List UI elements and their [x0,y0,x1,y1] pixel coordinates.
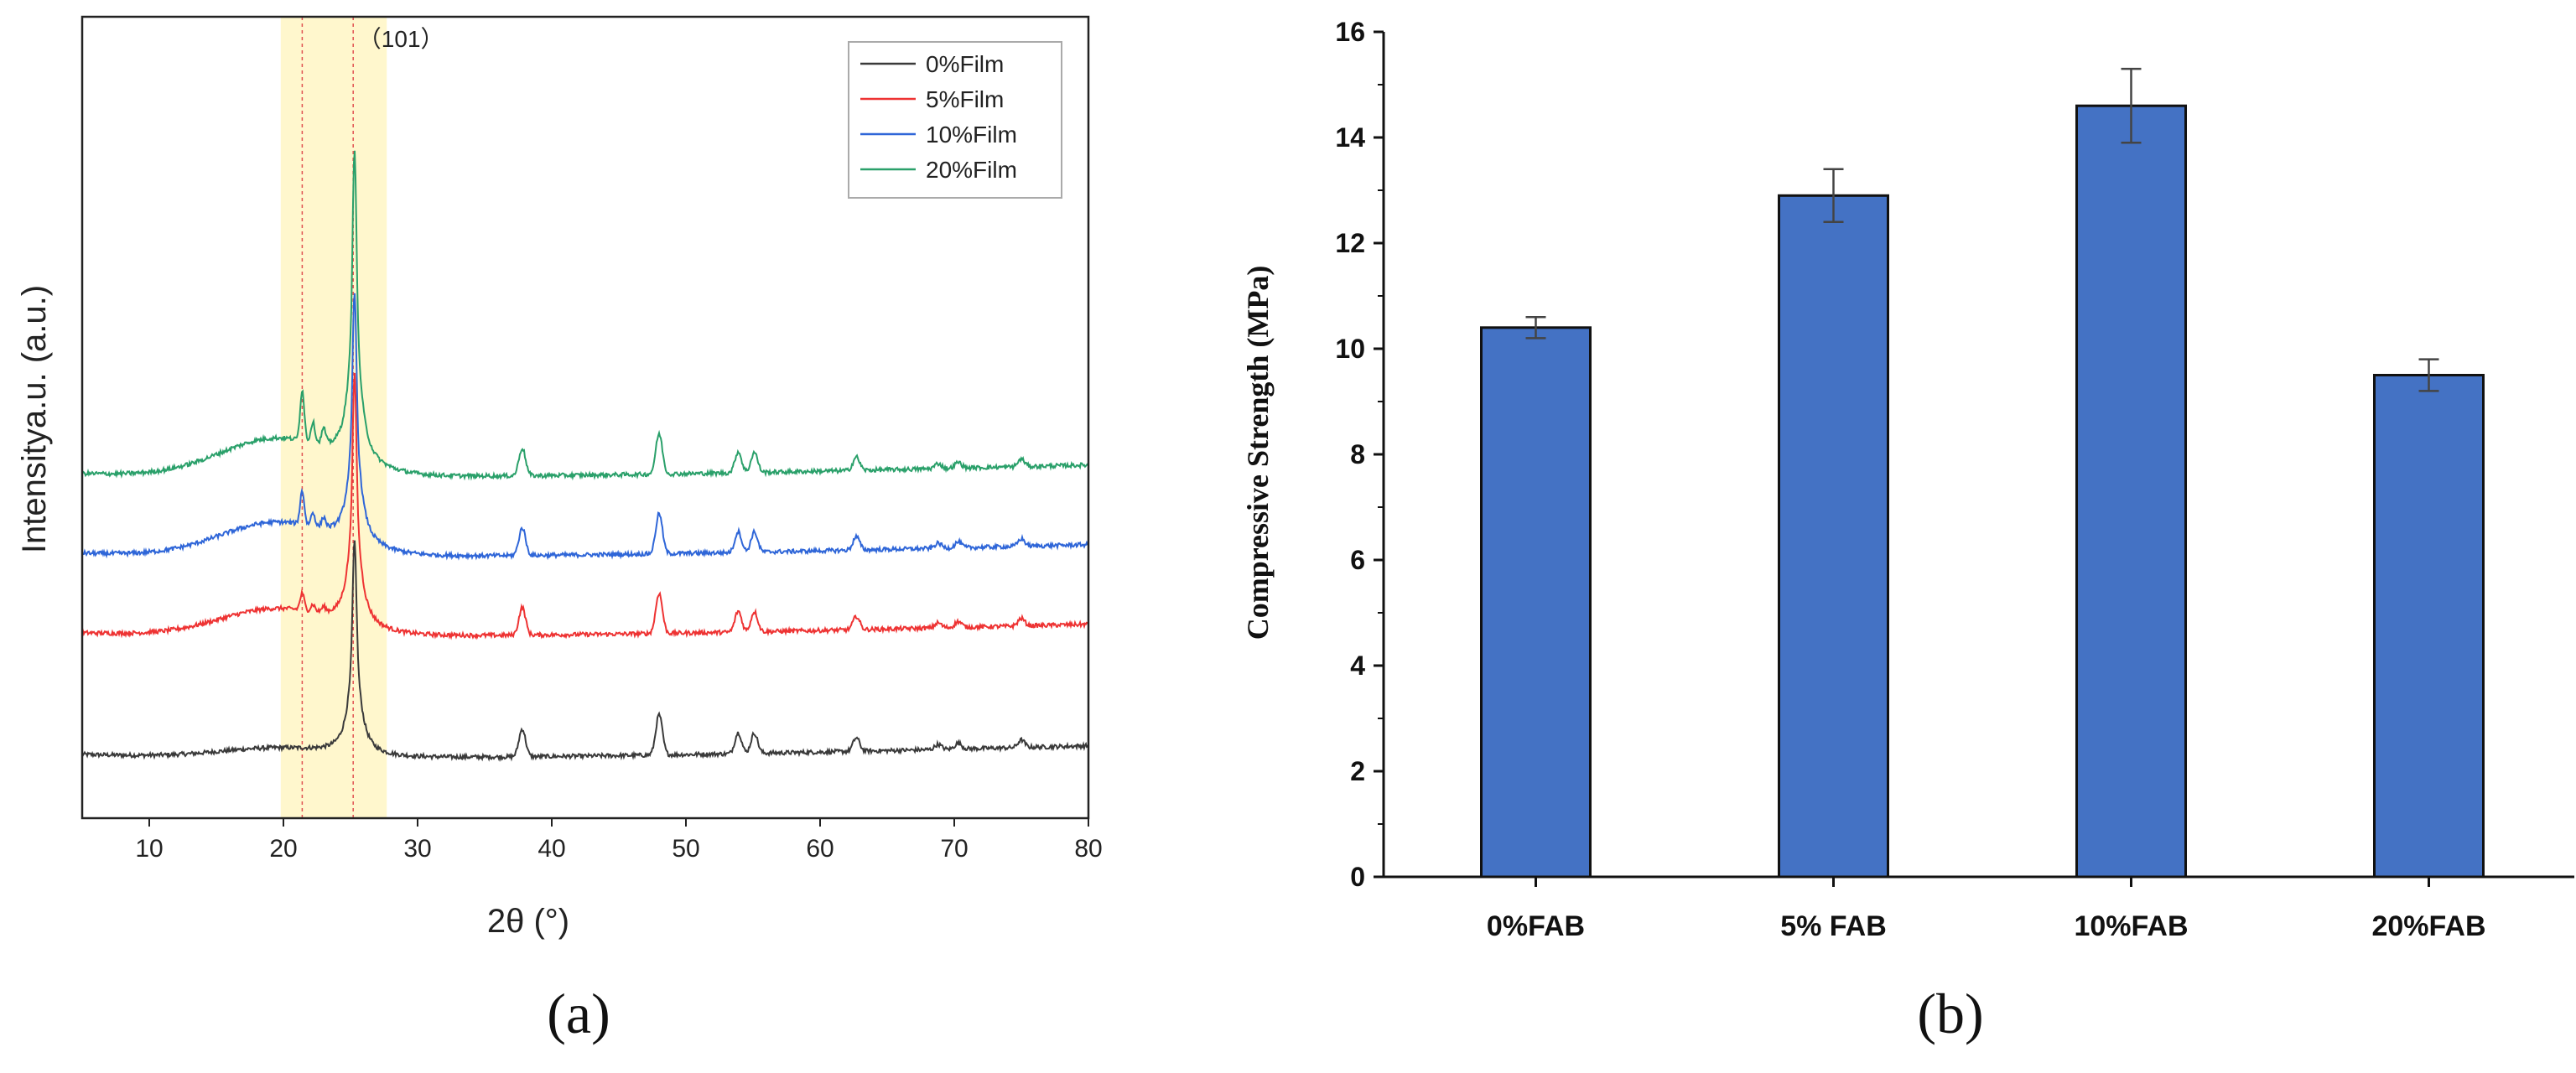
xrd-y-axis-label: Intensitya.u. (a.u.) [16,285,53,553]
legend-label-5-film: 5%Film [926,86,1004,112]
xrd-plot-frame [80,15,1090,820]
xrd-line-10pct-film [81,293,1089,561]
legend-frame [848,41,1062,199]
x-tick-label: 30 [403,835,431,863]
y-tick-label: 0 [1350,862,1365,892]
legend-label-0-film: 0%Film [926,51,1004,77]
x-tick-label: 10 [135,835,163,863]
bar-0fab [1480,326,1592,879]
panel-b-label: (b) [1917,982,1983,1045]
panel-a-label: (a) [547,982,610,1045]
peak-101-annotation: （101） [358,26,444,52]
bar-5fab [1778,194,1889,879]
category-label: 5% FAB [1780,910,1887,942]
y-tick-label: 2 [1350,756,1365,786]
y-tick-label: 14 [1335,122,1365,153]
peak-highlight-band [280,17,387,818]
y-tick-label: 6 [1350,545,1365,575]
xrd-panel: 10 20 30 40 50 60 70 80 2θ (°) Intensitya.u. (a… [16,15,1103,1045]
legend-label-10-film: 10%Film [926,122,1017,148]
y-tick-label: 16 [1335,17,1365,47]
x-tick-label: 60 [806,835,834,863]
bar-group [1480,67,2485,879]
category-label: 20%FAB [2371,910,2485,942]
category-label: 0%FAB [1487,910,1585,942]
bar-y-axis-label: Compressive Strength (MPa) [1241,266,1275,640]
bar-category-labels: 0%FAB 5% FAB 10%FAB 20%FAB [1487,877,2486,942]
x-tick-label: 20 [269,835,297,863]
bar-y-ticks: 0 2 4 6 8 10 12 14 16 [1335,17,1384,892]
y-tick-label: 10 [1335,334,1365,364]
x-tick-label: 50 [672,835,699,863]
legend-label-20-film: 20%Film [926,157,1017,183]
y-tick-label: 8 [1350,439,1365,469]
xrd-x-axis-label: 2θ (°) [487,903,569,940]
y-tick-label: 12 [1335,228,1365,258]
compressive-strength-panel: 0 2 4 6 8 10 12 14 16 0%FAB 5% FAB 10%FAB 20%FAB Co… [1241,17,2574,1045]
xrd-line-0pct-film [81,540,1089,762]
x-tick-label: 40 [538,835,565,863]
category-label: 10%FAB [2074,910,2188,942]
xrd-legend: 0%Film 5%Film 10%Film 20%Film [848,41,1062,199]
xrd-x-ticks: 10 20 30 40 50 60 70 80 [135,818,1103,863]
xrd-line-5pct-film [81,372,1089,640]
bar-20fab [2373,374,2485,879]
y-tick-label: 4 [1350,651,1365,681]
x-tick-label: 80 [1074,835,1102,863]
xrd-series-group [81,150,1089,762]
x-tick-label: 70 [940,835,968,863]
bar-10fab [2075,104,2187,879]
xrd-line-20pct-film [81,150,1089,481]
